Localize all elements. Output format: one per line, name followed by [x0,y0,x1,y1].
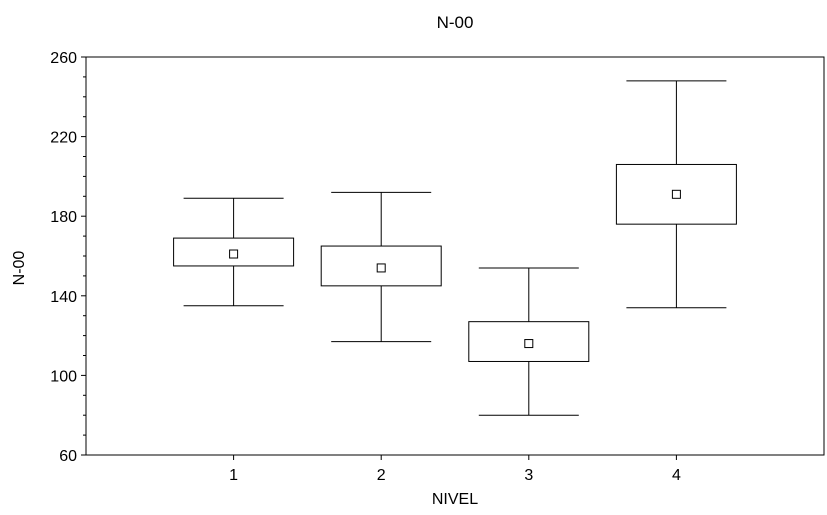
box [173,237,295,267]
box-group-3 [468,267,590,416]
box-group-2 [320,191,442,343]
mean-marker [671,189,681,199]
x-axis: 1 2 3 4 [229,455,681,484]
chart-title: N-00 [437,13,474,32]
x-tick-label: 3 [524,467,533,484]
mean-marker [524,339,534,349]
y-tick-label: 140 [50,289,77,306]
y-tick-label: 60 [59,448,77,465]
y-tick-label: 220 [50,130,77,147]
x-axis-label: NIVEL [432,491,478,508]
x-tick-label: 2 [377,467,386,484]
x-tick-label: 1 [229,467,238,484]
mean-marker [229,249,239,259]
box-group-4 [615,80,737,309]
x-tick-label: 4 [672,467,681,484]
mean-marker [376,263,386,273]
y-tick-label: 260 [50,50,77,67]
box-series [173,80,737,416]
y-tick-label: 180 [50,209,77,226]
y-axis: 60 100 140 180 220 260 [50,50,86,465]
box-group-1 [173,197,295,307]
y-axis-label: N-00 [11,251,28,286]
y-tick-label: 100 [50,368,77,385]
